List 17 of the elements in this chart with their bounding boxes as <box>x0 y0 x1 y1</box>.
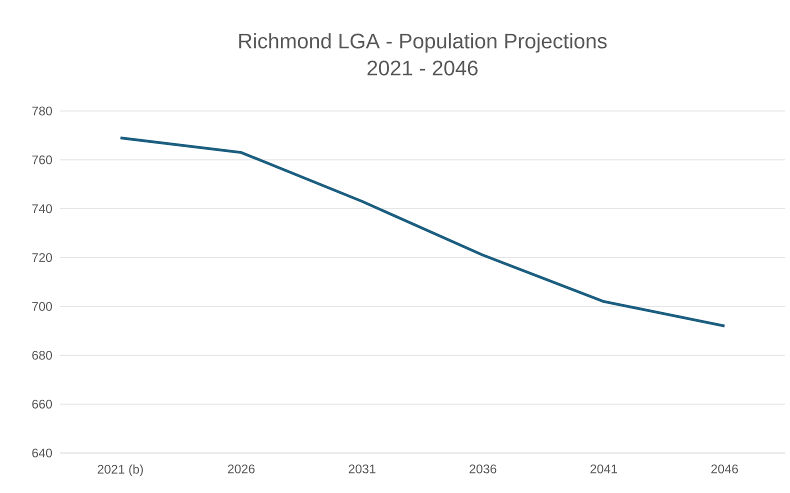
x-tick-label: 2031 <box>348 464 376 474</box>
chart-title: Richmond LGA - Population Projections <box>239 33 607 53</box>
y-tick-label: 780 <box>32 106 52 116</box>
y-tick-label: 640 <box>32 448 52 458</box>
y-tick-label: 700 <box>32 302 52 311</box>
y-tick-label: 760 <box>32 155 52 164</box>
y-tick-label: 720 <box>32 253 52 262</box>
chart-subtitle: 2021 - 2046 <box>368 60 478 76</box>
y-tick-label: 680 <box>32 350 52 360</box>
x-tick-label: 2036 <box>470 464 496 474</box>
y-tick-label: 740 <box>32 204 52 214</box>
x-tick-label: 2046 <box>711 464 738 474</box>
x-tick-label: 2041 <box>590 464 618 474</box>
x-tick-label: 2026 <box>228 464 255 474</box>
line-series <box>119 136 726 328</box>
y-tick-label: 660 <box>32 400 52 409</box>
x-tick-label: 2021 (b) <box>98 464 143 476</box>
